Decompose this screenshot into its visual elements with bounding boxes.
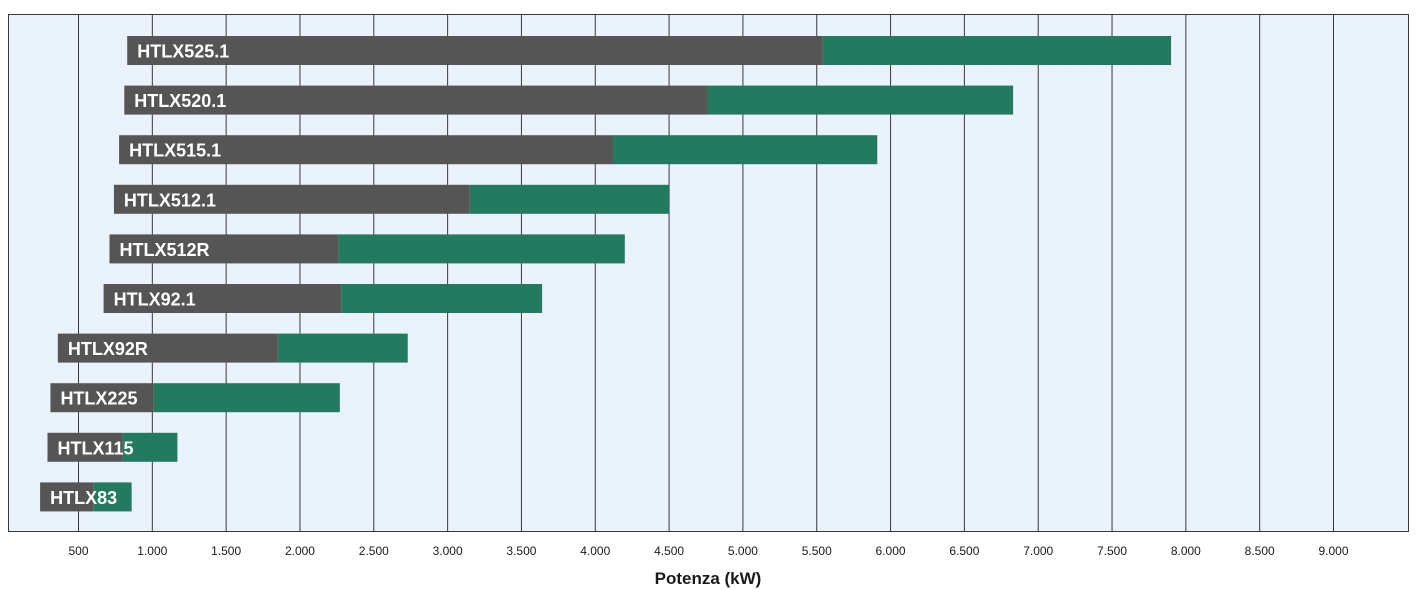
x-tick-label: 4.500 bbox=[654, 544, 684, 558]
x-axis-title: Potenza (kW) bbox=[655, 569, 762, 588]
bar-segment-dark bbox=[57, 333, 278, 363]
bar-segment-green bbox=[469, 184, 670, 214]
bar-segment-dark bbox=[47, 432, 123, 462]
bar-segment-dark bbox=[40, 482, 94, 512]
bar-segment-dark bbox=[119, 135, 613, 165]
x-tick-label: 2.500 bbox=[359, 544, 389, 558]
bar-row-htlx115: HTLX115 bbox=[47, 432, 178, 462]
x-tick-label: 9.000 bbox=[1318, 544, 1348, 558]
bar-row-htlx83: HTLX83 bbox=[40, 482, 132, 512]
bar-segment-dark bbox=[124, 85, 708, 115]
bar-row-htlx520-1: HTLX520.1 bbox=[124, 85, 1014, 115]
x-tick-label: 6.500 bbox=[949, 544, 979, 558]
x-tick-labels: 500 1.000 1.500 2.000 2.500 3.000 3.500 4.000 4.… bbox=[68, 544, 1348, 558]
bar-segment-dark bbox=[113, 184, 470, 214]
bar-segment-green bbox=[822, 36, 1172, 65]
bar-label: HTLX83 bbox=[50, 488, 117, 508]
x-tick-label: 8.500 bbox=[1245, 544, 1275, 558]
x-tick-label: 8.000 bbox=[1171, 544, 1201, 558]
bars-group: HTLX525.1 HTLX520.1 HTLX515.1 HTLX512.1 HTLX… bbox=[40, 36, 1172, 512]
bar-row-htlx92r: HTLX92R bbox=[57, 333, 408, 363]
bar-label: HTLX512R bbox=[120, 240, 210, 260]
bar-row-htlx225: HTLX225 bbox=[50, 383, 340, 413]
bar-label: HTLX92R bbox=[68, 339, 148, 359]
bar-label: HTLX515.1 bbox=[129, 141, 221, 161]
x-tick-label: 3.500 bbox=[506, 544, 536, 558]
x-tick-label: 1.000 bbox=[137, 544, 167, 558]
x-tick-label: 5.500 bbox=[802, 544, 832, 558]
bar-segment-green bbox=[341, 284, 543, 313]
x-tick-label: 7.000 bbox=[1023, 544, 1053, 558]
bar-row-htlx525-1: HTLX525.1 bbox=[127, 36, 1172, 65]
bar-row-htlx515-1: HTLX515.1 bbox=[119, 135, 878, 165]
bar-row-htlx92-1: HTLX92.1 bbox=[103, 284, 543, 313]
bar-segment-green bbox=[707, 85, 1014, 115]
bar-label: HTLX92.1 bbox=[114, 290, 196, 310]
x-tick-label: 4.000 bbox=[580, 544, 610, 558]
bar-segment-green bbox=[153, 383, 340, 413]
bar-segment-green bbox=[277, 333, 408, 363]
bar-segment-dark bbox=[50, 383, 154, 413]
bar-label: HTLX115 bbox=[57, 438, 133, 458]
bar-row-htlx512r: HTLX512R bbox=[109, 234, 625, 264]
bar-segment-dark bbox=[103, 284, 342, 313]
bar-label: HTLX225 bbox=[60, 389, 137, 409]
x-tick-label: 2.000 bbox=[285, 544, 315, 558]
bar-label: HTLX512.1 bbox=[124, 190, 216, 210]
x-tick-label: 1.500 bbox=[211, 544, 241, 558]
bar-row-htlx512-1: HTLX512.1 bbox=[113, 184, 670, 214]
bar-segment-dark bbox=[109, 234, 339, 264]
bar-segment-dark bbox=[127, 36, 823, 65]
bar-segment-green bbox=[338, 234, 625, 264]
bar-segment-green bbox=[122, 432, 178, 462]
bar-segment-green bbox=[93, 482, 132, 512]
x-tick-label: 6.000 bbox=[876, 544, 906, 558]
bar-label: HTLX525.1 bbox=[137, 42, 229, 62]
bar-segment-green bbox=[612, 135, 878, 165]
x-tick-label: 500 bbox=[68, 544, 88, 558]
x-tick-label: 3.000 bbox=[433, 544, 463, 558]
x-tick-label: 5.000 bbox=[728, 544, 758, 558]
bar-label: HTLX520.1 bbox=[134, 91, 226, 111]
x-tick-label: 7.500 bbox=[1097, 544, 1127, 558]
